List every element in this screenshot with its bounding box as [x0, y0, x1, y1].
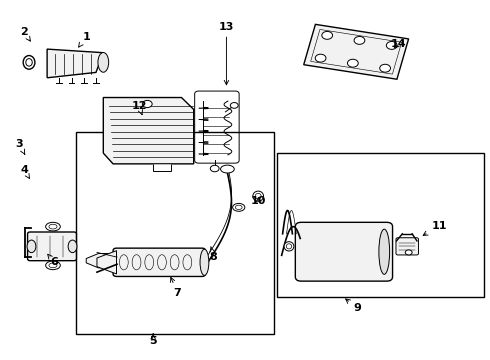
Text: 2: 2	[20, 27, 30, 41]
Ellipse shape	[220, 165, 234, 173]
Ellipse shape	[26, 59, 32, 66]
Ellipse shape	[354, 36, 365, 44]
Text: 4: 4	[20, 165, 29, 179]
Ellipse shape	[284, 242, 294, 251]
Ellipse shape	[315, 54, 326, 62]
PathPatch shape	[47, 49, 103, 78]
FancyBboxPatch shape	[396, 238, 418, 255]
Ellipse shape	[98, 53, 109, 72]
Ellipse shape	[380, 64, 391, 72]
Ellipse shape	[235, 205, 242, 210]
Ellipse shape	[386, 41, 397, 49]
Text: 13: 13	[219, 22, 234, 85]
Circle shape	[230, 103, 238, 108]
Text: 8: 8	[209, 247, 217, 262]
Ellipse shape	[23, 55, 35, 69]
Ellipse shape	[68, 240, 77, 253]
Ellipse shape	[46, 222, 60, 231]
Ellipse shape	[49, 263, 57, 268]
Circle shape	[405, 250, 412, 255]
Circle shape	[143, 100, 152, 108]
Bar	[277, 153, 485, 297]
PathPatch shape	[153, 164, 171, 171]
PathPatch shape	[103, 98, 194, 164]
Ellipse shape	[322, 31, 333, 39]
Circle shape	[210, 165, 219, 172]
Text: 11: 11	[423, 221, 447, 235]
Polygon shape	[86, 253, 118, 268]
Text: 10: 10	[251, 196, 267, 206]
Ellipse shape	[49, 224, 57, 229]
Ellipse shape	[253, 191, 264, 201]
Text: 9: 9	[345, 299, 361, 314]
Ellipse shape	[286, 244, 292, 249]
Ellipse shape	[233, 203, 245, 211]
FancyBboxPatch shape	[295, 222, 392, 281]
Text: 14: 14	[391, 39, 407, 49]
Text: 12: 12	[131, 102, 147, 114]
FancyBboxPatch shape	[113, 248, 205, 276]
Ellipse shape	[46, 261, 60, 270]
Text: 6: 6	[48, 254, 58, 267]
Ellipse shape	[347, 59, 358, 67]
Text: 1: 1	[78, 32, 90, 47]
Ellipse shape	[379, 229, 390, 274]
Ellipse shape	[200, 249, 209, 275]
Text: 5: 5	[149, 334, 157, 346]
Polygon shape	[304, 24, 409, 79]
Ellipse shape	[255, 193, 261, 199]
Text: 3: 3	[16, 139, 25, 154]
Ellipse shape	[27, 240, 36, 253]
Text: 7: 7	[171, 278, 181, 298]
Bar	[76, 132, 274, 334]
Polygon shape	[97, 251, 117, 274]
FancyBboxPatch shape	[27, 232, 76, 261]
